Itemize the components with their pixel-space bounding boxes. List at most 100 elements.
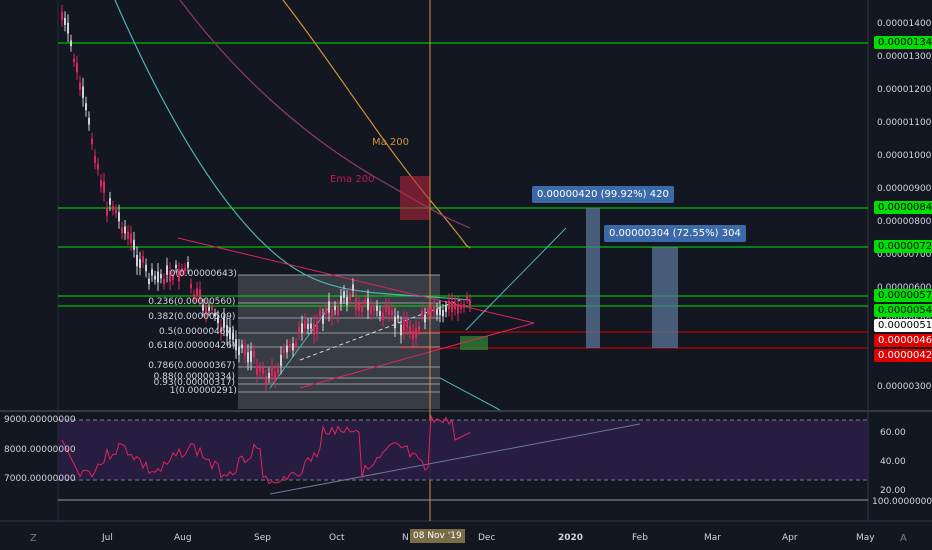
candle-body [337,306,339,316]
candle-body [124,226,126,234]
candle-body [298,327,300,334]
zoom-left-button[interactable]: Z [30,533,37,544]
candle-body [220,325,222,334]
candle-body [409,326,411,333]
candle-body [349,293,351,300]
fib-level-label: 0.786(0.00000367) [148,361,236,371]
candle-body [268,373,270,378]
rsi-trendline[interactable] [269,423,641,495]
candle-body [412,331,414,340]
candle-body [319,310,321,316]
candle-body [247,352,249,363]
measure-box-1-label[interactable]: 0.00000420 (99.92%) 420 [532,186,674,203]
candle-body [187,261,189,268]
candle-body [397,315,399,319]
resistance-zone[interactable] [400,176,430,220]
candle-body [448,300,450,310]
candle-body [427,307,429,315]
candle-body [340,295,342,304]
candle-body [148,278,150,285]
price-tick: 0.00001100 [877,118,932,128]
candle-body [151,269,153,276]
candle-body [283,348,285,354]
candle-body [460,304,462,309]
price-tick: 0.00000900 [877,184,932,194]
candle-body [388,305,390,315]
zoom-right-button[interactable]: A [900,533,907,544]
candle-body [304,320,306,329]
ema-200-line[interactable] [179,0,471,229]
candle-body [100,180,102,187]
candle-body [238,346,240,356]
candle-body [85,103,87,111]
candle-body [163,278,165,285]
candle-body [442,310,444,317]
candle-body [433,306,435,312]
candle-body [142,256,144,263]
candle-body [139,259,141,268]
price-tick: 0.00000600 [877,283,932,293]
time-tick: Sep [254,533,271,543]
candle-body [457,304,459,314]
candle-body [403,319,405,332]
candle-body [463,304,465,308]
candle-body [169,270,171,282]
target-zone[interactable] [460,336,488,350]
candle-body [466,296,468,300]
candle-body [76,63,78,73]
candle-body [106,208,108,216]
candle-body [61,11,63,20]
candle-body [394,316,396,329]
candle-body [328,301,330,313]
candle-body [445,306,447,312]
candle-body [352,284,354,291]
candle-body [373,306,375,312]
candle-body [118,212,120,222]
candle-body [181,268,183,273]
candle-body [214,313,216,317]
rsi-line[interactable] [61,414,471,485]
candle-body [226,325,228,337]
candle-body [145,264,147,272]
candle-body [103,181,105,193]
candle-body [82,86,84,98]
rsi-right-tick: 100.00000000 [872,497,932,507]
blue-ma-line[interactable] [114,0,471,301]
fib-level-label: 0.88(0.00000334) [153,372,236,382]
candle-body [292,343,294,351]
price-tick: 0.00001300 [877,52,932,62]
candle-body [223,316,225,328]
rsi-left-tick: 7000.00000000 [4,474,76,484]
candle-body [289,344,291,348]
rsi-band [58,420,868,480]
candle-body [112,206,114,211]
crosshair-date-label: 08 Nov '19 [410,529,465,543]
candle-body [301,323,303,333]
candle-body [115,209,117,214]
candle-body [361,305,363,312]
ema-200-label: Ema 200 [330,174,375,185]
candle-body [364,299,366,304]
candle-body [286,345,288,353]
measure-box-1[interactable] [586,208,600,348]
price-tag: 0.00000420 [874,349,932,362]
candle-body [430,308,432,313]
candle-body [73,58,75,63]
candle-body [307,323,309,329]
price-candles[interactable] [61,4,471,391]
candle-body [172,275,174,280]
candle-body [175,264,177,268]
fib-retracement-box[interactable] [238,275,440,409]
price-tag: 0.00000547 [874,304,932,317]
candle-body [64,17,66,25]
price-tick: 0.00001200 [877,85,932,95]
candle-body [256,366,258,376]
price-tag: 0.00000721 [874,240,932,253]
candle-body [202,304,204,311]
ma-200-label: Ma 200 [372,137,410,148]
measure-box-2-label[interactable]: 0.00000304 (72.55%) 304 [604,225,746,242]
candle-body [313,323,315,335]
measure-box-2[interactable] [652,247,678,348]
candle-body [280,354,282,366]
